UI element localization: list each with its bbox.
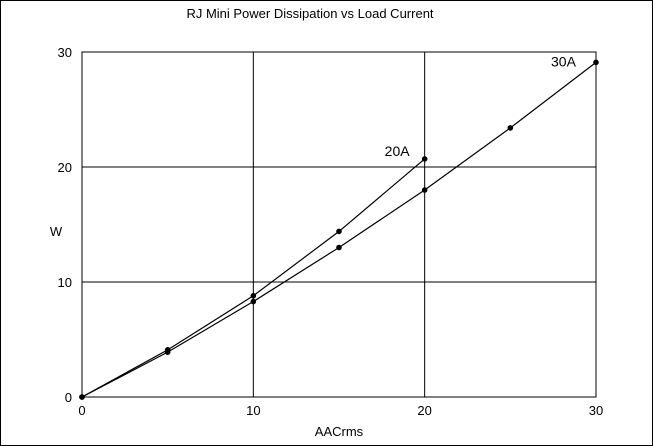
y-axis-label: W [50,224,63,239]
y-tick-label: 30 [58,45,72,60]
x-tick-label: 10 [246,403,260,418]
data-point-30A [79,394,85,400]
tick-labels: 0 10 20 30 0 10 20 30 [58,45,604,418]
x-axis-label: AACrms [315,424,364,439]
x-tick-label: 30 [589,403,603,418]
data-point-30A [336,244,342,251]
chart-title: RJ Mini Power Dissipation vs Load Curren… [186,6,433,21]
y-tick-label: 0 [65,390,72,405]
series-label-30A: 30A [551,53,577,69]
x-tick-label: 20 [417,403,431,418]
data-point-30A [250,298,257,305]
series-label-20A: 20A [385,143,411,159]
data-point-20A [336,228,342,235]
grid-lines [81,51,597,398]
plot-area [81,51,597,398]
data-point-30A [164,349,171,355]
data-point-20A [421,156,428,162]
data-point-30A [421,187,428,193]
data-point-20A [250,293,257,299]
data-point-30A [593,59,599,66]
data-points [79,59,599,400]
y-tick-label: 20 [58,160,72,175]
data-point-30A [507,125,514,131]
y-tick-label: 10 [58,275,72,290]
x-tick-label: 0 [78,403,85,418]
series-labels: 20A 30A [385,53,577,159]
